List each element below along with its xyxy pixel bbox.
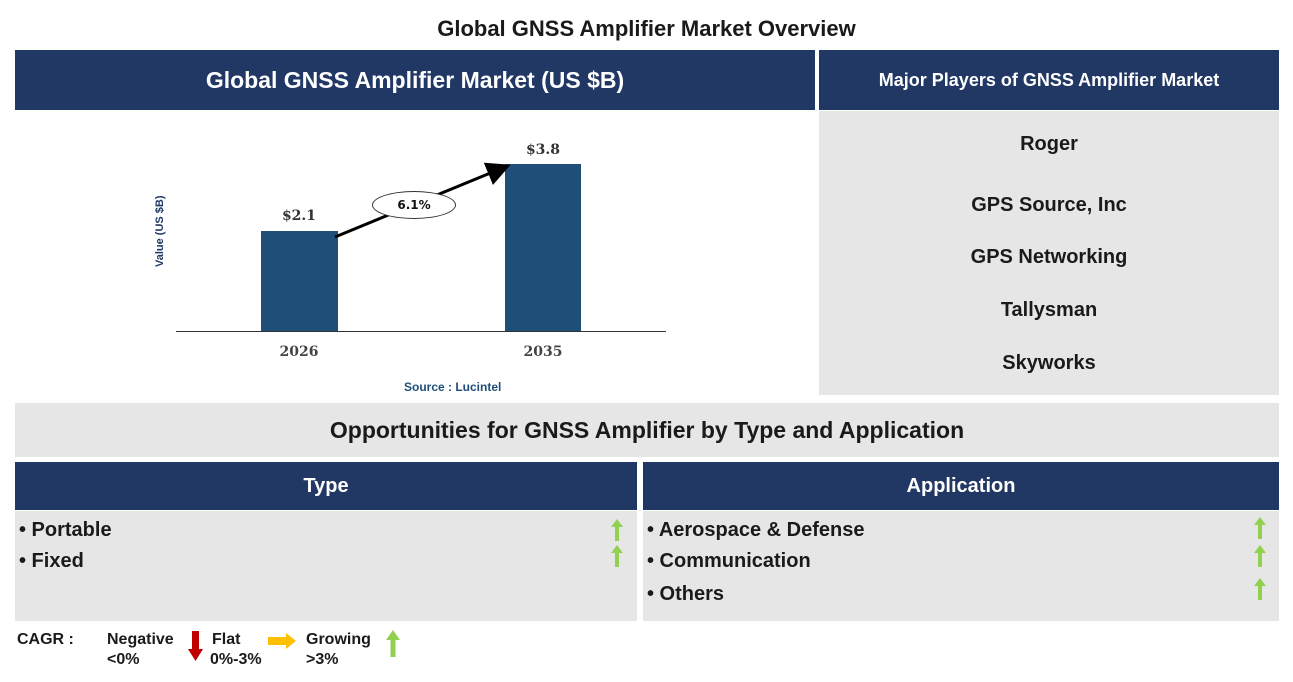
type-item-portable: • Portable: [19, 519, 112, 541]
bar-value-2035: $3.8: [525, 142, 561, 158]
growing-arrow-icon: [611, 519, 623, 541]
opportunities-title-text: Opportunities for GNSS Amplifier by Type…: [329, 416, 965, 443]
type-item-fixed: • Fixed: [19, 550, 84, 572]
page-title: Global GNSS Amplifier Market Overview: [437, 16, 856, 41]
legend-negative-range: <0%: [107, 651, 140, 668]
player-item: Roger: [1020, 133, 1078, 155]
legend-negative-name: Negative: [107, 631, 174, 648]
application-item-communication: • Communication: [647, 550, 811, 572]
growing-arrow-icon: [1254, 578, 1266, 600]
type-list: • Portable • Fixed: [15, 511, 637, 621]
growth-arrow-icon: [334, 162, 511, 239]
type-header-text: Type: [303, 474, 349, 497]
type-header: Type: [15, 462, 637, 510]
right-arrow-icon: [268, 633, 296, 649]
growing-arrow-icon: [1254, 545, 1266, 567]
chart-source: Source : Lucintel: [404, 380, 502, 394]
legend-flat-range: 0%-3%: [210, 651, 262, 668]
players-list: Roger GPS Source, Inc GPS Networking Tal…: [819, 111, 1279, 395]
player-item: Tallysman: [1000, 299, 1098, 321]
market-panel-title: Global GNSS Amplifier Market (US $B): [205, 66, 625, 93]
legend-growing-name: Growing: [306, 631, 371, 648]
legend-label: CAGR :: [17, 631, 74, 648]
application-header-text: Application: [906, 474, 1016, 497]
application-list: • Aerospace & Defense • Communication • …: [643, 511, 1279, 621]
down-arrow-icon: [188, 631, 203, 661]
bar-2035: [505, 164, 581, 331]
player-item: Skyworks: [1002, 352, 1096, 374]
player-item: GPS Networking: [970, 246, 1128, 268]
x-tick-2035: 2035: [523, 344, 563, 360]
player-item: GPS Source, Inc: [971, 194, 1127, 216]
growing-arrow-icon: [1254, 517, 1266, 539]
legend-growing-range: >3%: [306, 651, 339, 668]
application-item-others: • Others: [647, 583, 725, 605]
x-axis: [176, 331, 666, 332]
up-arrow-icon: [386, 630, 400, 657]
market-panel-header: Global GNSS Amplifier Market (US $B): [15, 50, 815, 110]
market-chart: Value (US $B) $2.1 $3.8 2026 2035 6.1% S…: [15, 111, 815, 401]
legend-flat-name: Flat: [212, 631, 241, 648]
opportunities-title: Opportunities for GNSS Amplifier by Type…: [15, 403, 1279, 457]
x-tick-2026: 2026: [279, 344, 319, 360]
cagr-badge: 6.1%: [372, 191, 456, 219]
growing-arrow-icon: [611, 545, 623, 567]
application-header: Application: [643, 462, 1279, 510]
players-panel-header: Major Players of GNSS Amplifier Market: [819, 50, 1279, 110]
bar-2026: [261, 231, 338, 331]
application-item-aerospace: • Aerospace & Defense: [647, 519, 865, 541]
players-panel-title: Major Players of GNSS Amplifier Market: [878, 69, 1220, 90]
bar-value-2026: $2.1: [281, 208, 317, 224]
